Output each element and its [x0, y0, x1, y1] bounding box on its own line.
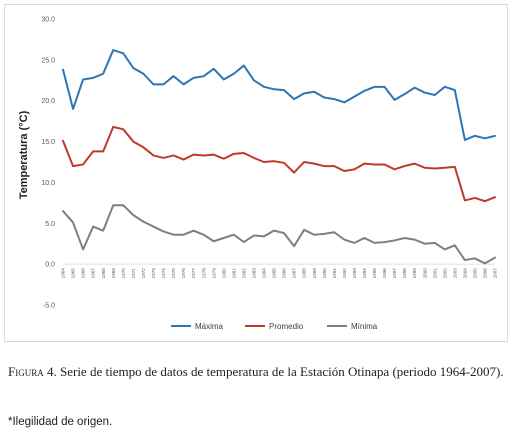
x-tick-label: 1977 — [191, 268, 196, 279]
x-tick-label: 1987 — [292, 268, 297, 279]
x-tick-label: 2002 — [442, 268, 447, 279]
x-tick-label: 2007 — [493, 268, 498, 279]
x-tick-label: 1982 — [241, 268, 246, 279]
x-tick-label: 1992 — [342, 268, 347, 279]
y-tick-label: 15.0 — [41, 139, 55, 146]
x-tick-label: 1989 — [312, 268, 317, 279]
y-tick-label: -5.0 — [43, 303, 55, 310]
x-tick-label: 1971 — [131, 268, 136, 279]
x-tick-label: 1969 — [111, 268, 116, 279]
x-tick-label: 1984 — [262, 268, 267, 279]
x-tick-label: 1973 — [151, 268, 156, 279]
x-tick-label: 1968 — [101, 268, 106, 279]
x-tick-label: 1994 — [362, 268, 367, 279]
x-tick-label: 1972 — [141, 268, 146, 279]
x-tick-label: 1979 — [211, 268, 216, 279]
chart-legend: Máxima Promedio Mínima — [171, 322, 378, 331]
x-tick-label: 1988 — [302, 268, 307, 279]
x-tick-label: 2005 — [473, 268, 478, 279]
x-tick-label: 1999 — [412, 268, 417, 279]
x-tick-label: 1980 — [221, 268, 226, 279]
series-line-promedio — [62, 125, 496, 203]
legend-label-promedio: Promedio — [269, 322, 304, 331]
legend-label-minima: Mínima — [351, 322, 378, 331]
x-tick-label: 1986 — [282, 268, 287, 279]
x-tick-label: 1970 — [121, 268, 126, 279]
figure-caption: Figura 4. Serie de tiempo de datos de te… — [8, 362, 504, 382]
x-tick-label: 1965 — [71, 268, 76, 279]
x-tick-label: 2004 — [462, 268, 467, 279]
y-tick-label: 20.0 — [41, 98, 55, 105]
x-tick-label: 1975 — [171, 268, 176, 279]
legend-label-maxima: Máxima — [195, 322, 224, 331]
x-tick-label: 1974 — [161, 268, 166, 279]
x-tick-label: 1966 — [81, 268, 86, 279]
y-tick-label: 30.0 — [41, 17, 55, 24]
x-tick-label: 1995 — [372, 268, 377, 279]
y-tick-label: 25.0 — [41, 57, 55, 64]
temperature-line-chart: -5.00.05.010.015.020.025.030.0 1964 1965 1… — [18, 17, 498, 332]
x-tick-label: 1990 — [322, 268, 327, 279]
y-axis-label: Temperatura (°C) — [18, 110, 30, 199]
x-tick-label: 1978 — [201, 268, 206, 279]
chart-frame: -5.0 0.0 5.0 10.0 15.0 20.0 25.0 30.0 1964 1965 1… — [4, 4, 508, 342]
x-tick-label: 1964 — [61, 268, 66, 279]
x-tick-label: 2003 — [452, 268, 457, 279]
figure-caption-text: Serie de tiempo de datos de temperatura … — [56, 364, 504, 379]
y-tick-label: 5.0 — [45, 221, 55, 228]
series-lines — [62, 49, 496, 265]
footnote: *Ilegilidad de origen. — [8, 416, 113, 428]
x-tick-label: 2006 — [483, 268, 488, 279]
x-tick-label: 1985 — [272, 268, 277, 279]
series-line-minima — [62, 204, 496, 265]
x-tick-label: 2000 — [422, 268, 427, 279]
x-tick-label: 1981 — [231, 268, 236, 279]
x-tick-label: 2001 — [432, 268, 437, 279]
series-line-maxima — [62, 49, 496, 141]
x-tick-label: 1993 — [352, 268, 357, 279]
x-tick-label: 1996 — [382, 268, 387, 279]
x-tick-label: 1991 — [332, 268, 337, 279]
figure-label: Figura 4. — [8, 364, 57, 379]
y-tick-label: 10.0 — [41, 180, 55, 187]
x-tick-label: 1967 — [91, 268, 96, 279]
x-tick-label: 1997 — [392, 268, 397, 279]
x-tick-label: 1976 — [181, 268, 186, 279]
y-tick-label: 0.0 — [45, 262, 55, 269]
x-tick-label: 1998 — [402, 268, 407, 279]
x-tick-label: 1983 — [251, 268, 256, 279]
x-axis-ticks: 1964 1965 1966 1967 1968 1969 1970 1971 1972 1973… — [61, 268, 498, 279]
y-axis-ticks: -5.0 0.0 5.0 10.0 15.0 20.0 25.0 30.0 — [41, 17, 55, 310]
